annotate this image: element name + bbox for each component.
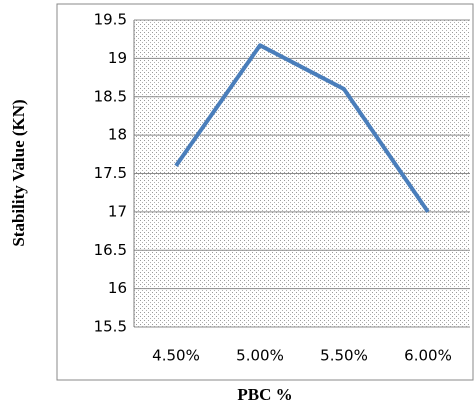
y-tick-label: 16 xyxy=(108,279,127,297)
y-tick-label: 16.5 xyxy=(94,241,127,259)
x-tick-label: 6.00% xyxy=(404,347,452,365)
x-axis-title: PBC % xyxy=(237,385,292,404)
y-tick-label: 17 xyxy=(108,202,127,220)
data-line xyxy=(174,43,430,214)
chart-border xyxy=(56,3,474,381)
y-tick-label: 15.5 xyxy=(94,318,127,336)
x-tick-label: 5.00% xyxy=(236,347,284,365)
y-tick-label: 18 xyxy=(108,126,127,144)
y-tick-label: 17.5 xyxy=(94,164,127,182)
y-tick-label: 19 xyxy=(108,49,127,67)
y-axis-title: Stability Value (KN) xyxy=(9,99,28,246)
y-tick-label: 19.5 xyxy=(94,11,127,29)
y-tick-label: 18.5 xyxy=(94,87,127,105)
x-tick-label: 5.50% xyxy=(320,347,368,365)
x-tick-label: 4.50% xyxy=(152,347,200,365)
